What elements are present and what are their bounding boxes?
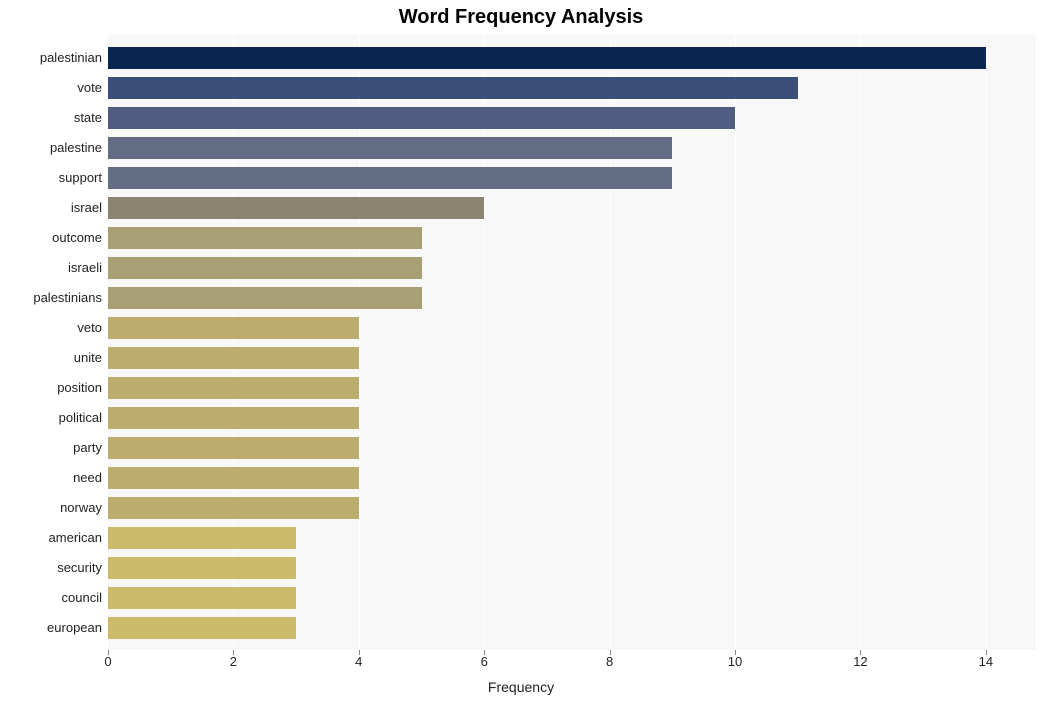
chart-container: Word Frequency Analysis Frequency 0 2 4 6 8 1… bbox=[0, 0, 1042, 701]
bar bbox=[108, 227, 422, 249]
y-tick-label: security bbox=[57, 557, 102, 579]
y-tick-label: support bbox=[59, 167, 102, 189]
x-tick-label: 6 bbox=[481, 654, 488, 669]
y-tick-label: political bbox=[59, 407, 102, 429]
x-axis-title: Frequency bbox=[0, 679, 1042, 695]
x-tick-label: 10 bbox=[728, 654, 742, 669]
y-tick-label: outcome bbox=[52, 227, 102, 249]
y-tick-label: need bbox=[73, 467, 102, 489]
bar bbox=[108, 497, 359, 519]
bar bbox=[108, 137, 672, 159]
y-tick-label: council bbox=[62, 587, 102, 609]
y-tick-label: palestine bbox=[50, 137, 102, 159]
plot-area bbox=[108, 35, 1036, 650]
bar bbox=[108, 347, 359, 369]
gridline bbox=[986, 35, 987, 650]
bar bbox=[108, 167, 672, 189]
y-tick-label: israel bbox=[71, 197, 102, 219]
bar bbox=[108, 617, 296, 639]
bar bbox=[108, 407, 359, 429]
bar bbox=[108, 107, 735, 129]
y-tick-label: israeli bbox=[68, 257, 102, 279]
y-tick-label: vote bbox=[77, 77, 102, 99]
gridline bbox=[860, 35, 861, 650]
bar bbox=[108, 557, 296, 579]
bar bbox=[108, 527, 296, 549]
bar bbox=[108, 287, 422, 309]
bar bbox=[108, 317, 359, 339]
y-tick-label: state bbox=[74, 107, 102, 129]
x-tick-label: 2 bbox=[230, 654, 237, 669]
y-tick-label: european bbox=[47, 617, 102, 639]
y-tick-label: party bbox=[73, 437, 102, 459]
y-tick-label: unite bbox=[74, 347, 102, 369]
bar bbox=[108, 467, 359, 489]
x-tick-label: 8 bbox=[606, 654, 613, 669]
bar bbox=[108, 47, 986, 69]
bar bbox=[108, 587, 296, 609]
x-tick-label: 4 bbox=[355, 654, 362, 669]
x-tick-label: 12 bbox=[853, 654, 867, 669]
y-tick-label: palestinian bbox=[40, 47, 102, 69]
gridline bbox=[735, 35, 736, 650]
y-tick-label: norway bbox=[60, 497, 102, 519]
bar bbox=[108, 257, 422, 279]
y-tick-label: veto bbox=[77, 317, 102, 339]
y-tick-label: palestinians bbox=[33, 287, 102, 309]
x-tick-label: 0 bbox=[104, 654, 111, 669]
y-tick-label: position bbox=[57, 377, 102, 399]
bar bbox=[108, 77, 798, 99]
chart-title: Word Frequency Analysis bbox=[0, 6, 1042, 29]
bar bbox=[108, 197, 484, 219]
bar bbox=[108, 377, 359, 399]
bar bbox=[108, 437, 359, 459]
y-tick-label: american bbox=[49, 527, 102, 549]
x-tick-label: 14 bbox=[979, 654, 993, 669]
